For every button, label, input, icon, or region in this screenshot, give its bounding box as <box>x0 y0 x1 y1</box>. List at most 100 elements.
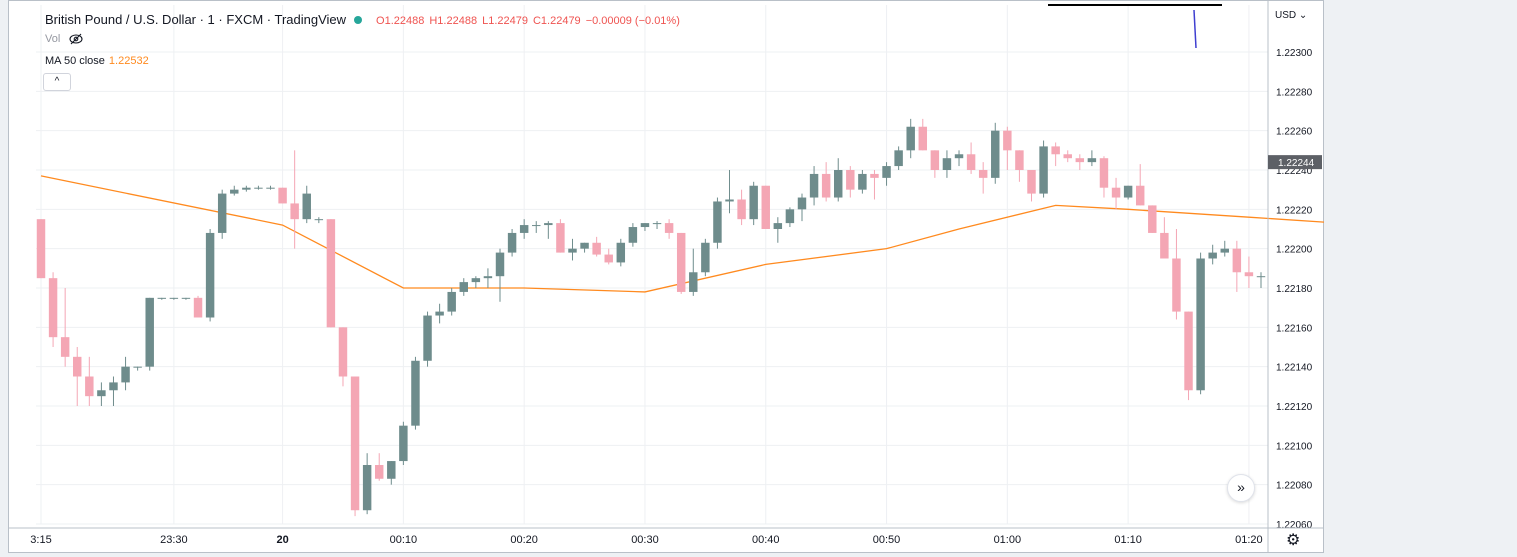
y-tick-label: 1.22160 <box>1276 323 1313 334</box>
candle <box>1244 256 1254 288</box>
volume-legend[interactable]: Vol <box>45 33 83 45</box>
candle-body <box>773 223 783 229</box>
candle-body <box>544 223 553 226</box>
scroll-to-latest-button[interactable]: » <box>1227 474 1255 502</box>
candle <box>580 242 589 253</box>
candle <box>362 453 372 515</box>
candle-body <box>1244 272 1254 277</box>
candle-body <box>1099 158 1109 188</box>
ma-legend[interactable]: MA 50 close 1.22532 <box>45 55 149 67</box>
collapse-legend-button[interactable]: ^ <box>43 73 71 91</box>
x-tick-label: 00:40 <box>752 534 780 546</box>
candle <box>701 238 710 277</box>
y-tick-label: 1.22240 <box>1276 166 1313 177</box>
candle <box>36 219 46 279</box>
candle-body <box>374 465 384 479</box>
candle <box>1099 156 1109 198</box>
candle-body <box>556 223 565 253</box>
candle-body <box>230 189 239 194</box>
candle-body <box>725 199 734 202</box>
candle-body <box>532 225 541 227</box>
x-tick-label: 01:10 <box>1114 534 1142 546</box>
candle <box>350 376 360 517</box>
candle-body <box>580 242 589 249</box>
currency-selector[interactable]: USD ⌄ <box>1275 10 1307 21</box>
candle <box>435 303 444 324</box>
candle-body <box>1015 150 1024 170</box>
candle-body <box>1232 248 1242 273</box>
candle <box>483 268 493 288</box>
eye-off-icon[interactable] <box>69 33 83 45</box>
candle <box>423 311 432 367</box>
y-tick-label: 1.22180 <box>1276 284 1313 295</box>
ohlc-high: H1.22488 <box>429 15 478 27</box>
right-panel <box>1324 0 1517 557</box>
candle-body <box>1075 158 1085 163</box>
candle-body <box>60 337 70 357</box>
candle-body <box>604 254 613 263</box>
candle-body <box>495 252 505 277</box>
candle <box>930 150 940 178</box>
candle <box>991 122 1000 184</box>
candle-body <box>314 219 324 221</box>
candle <box>471 276 481 288</box>
candle-body <box>834 170 843 198</box>
candle-body <box>1027 170 1036 194</box>
candle <box>532 221 541 233</box>
candle-body <box>882 166 891 178</box>
candle <box>519 219 529 239</box>
candle-body <box>302 193 311 220</box>
candle <box>121 356 130 391</box>
candle-body <box>1135 185 1145 206</box>
candle <box>60 288 70 367</box>
candle <box>797 193 807 222</box>
candle-body <box>519 225 529 233</box>
symbol-title[interactable]: British Pound / U.S. Dollar · 1 · FXCM ·… <box>45 12 347 27</box>
candle-body <box>689 272 698 292</box>
ohlc-change: −0.00009 (−0.01%) <box>585 15 680 27</box>
candle <box>1075 154 1085 170</box>
candle-body <box>169 297 179 299</box>
candle <box>592 236 601 257</box>
candle <box>97 382 106 406</box>
candle <box>1003 126 1012 170</box>
candle <box>85 356 94 406</box>
candle-body <box>266 187 275 189</box>
candle-body <box>1039 146 1048 194</box>
grid <box>36 5 1268 525</box>
candle <box>290 150 299 249</box>
candle-body <box>640 223 650 228</box>
candle-body <box>616 242 626 263</box>
candle-body <box>73 356 82 377</box>
candle <box>109 376 118 406</box>
candle <box>761 185 770 229</box>
gear-icon[interactable]: ⚙ <box>1286 532 1301 549</box>
candle-body <box>350 376 360 511</box>
candle-body <box>1208 252 1217 259</box>
candles <box>36 118 1266 517</box>
ohlc-close: C1.22479 <box>532 15 581 27</box>
candle-body <box>507 232 517 253</box>
candle <box>676 232 686 294</box>
candle <box>966 142 976 174</box>
candle <box>954 150 964 167</box>
candle <box>749 181 758 226</box>
candle-body <box>181 297 191 299</box>
chart-frame <box>8 0 1324 553</box>
candle <box>1051 142 1060 167</box>
candle-body <box>1087 158 1097 163</box>
candle <box>217 189 227 239</box>
chevron-up-icon: ^ <box>54 76 60 87</box>
candle-body <box>338 327 348 377</box>
chart-canvas[interactable]: 1.22300 1.22280 1.22260 1.22240 1.22220 1.222… <box>8 0 1324 553</box>
candle-body <box>48 278 58 338</box>
candle <box>399 421 408 465</box>
candle <box>1232 240 1242 292</box>
candle-body <box>217 193 227 233</box>
candle-body <box>254 187 263 189</box>
candle <box>725 170 734 214</box>
candle <box>640 223 650 231</box>
candle-body <box>362 465 372 511</box>
candle-body <box>628 227 638 243</box>
candle-body <box>846 170 855 190</box>
